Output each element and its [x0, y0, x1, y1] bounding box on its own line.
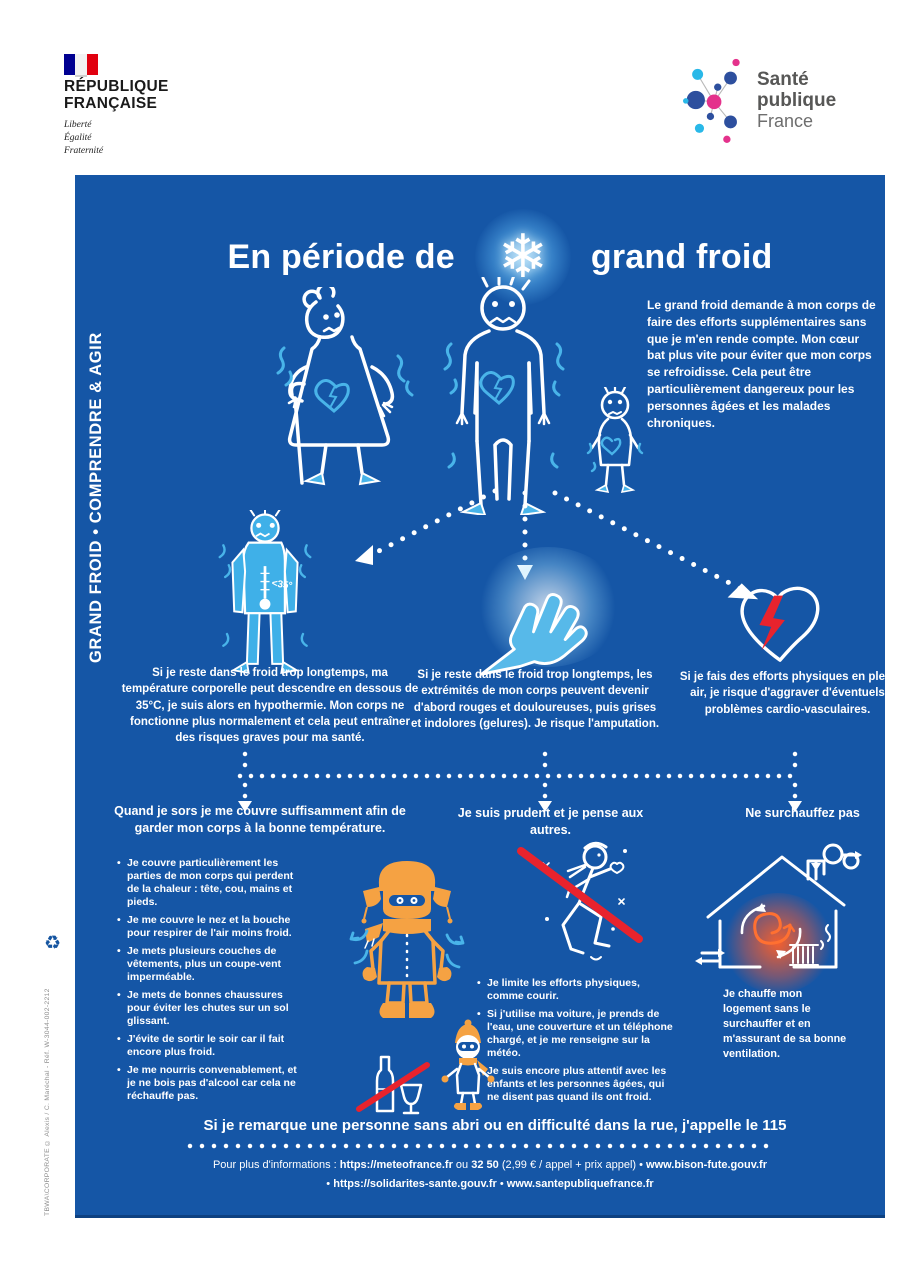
advice-prudent-heading: Je suis prudent et je pense aux autres. [457, 806, 644, 837]
footer-info-line2: • https://solidarites-sante.gouv.fr • ww… [105, 1178, 875, 1190]
thermometer-label: <35° [271, 578, 293, 592]
bullet-item: Je mets plusieurs couches de vêtements, … [117, 945, 305, 984]
title-right: grand froid [590, 237, 773, 276]
info-label: Pour plus d'informations : [212, 1159, 340, 1171]
spf-url: www.santepubliquefrance.fr [506, 1178, 654, 1190]
motto-liberte: Liberté [64, 120, 92, 131]
no-running-icon [517, 841, 643, 961]
spf-network-icon [683, 58, 740, 143]
bullet-item: J'évite de sortir le soir car il fait en… [117, 1033, 305, 1059]
bundled-child-illustration [441, 1019, 495, 1110]
spf-line1: Santé [757, 68, 809, 90]
spf-line2: publique [757, 89, 837, 111]
bullet-item: Je suis encore plus attentif avec les en… [477, 1065, 677, 1104]
solidarites-url: https://solidarites-sante.gouv.fr [333, 1178, 497, 1190]
meteofrance-url: https://meteofrance.fr [339, 1159, 453, 1171]
emergency-115-text: Si je remarque une personne sans abri ou… [203, 1117, 787, 1134]
child-illustration [586, 387, 644, 494]
cardio-heart-icon [740, 586, 820, 662]
advice-cover-bullets: Je couvre particulièrement les parties d… [117, 857, 305, 1108]
bullet-item: Je mets de bonnes chaussures pour éviter… [117, 989, 305, 1028]
bullet-item: Je me couvre le nez et la bouche pour re… [117, 914, 305, 940]
sante-publique-france-logo: Santé publique France [683, 50, 883, 150]
republique-francaise-logo: RÉPUBLIQUE FRANÇAISE Liberté Égalité Fra… [64, 54, 234, 158]
info-bullet: • [326, 1178, 334, 1190]
spf-wordmark: Santé publique France [757, 69, 836, 132]
intro-text: Le grand froid demande à mon corps de fa… [647, 298, 876, 430]
snowflake-glyph: ❄ [497, 223, 549, 290]
bullet-item: Je me nourris convenablement, et je ne b… [117, 1064, 305, 1103]
poster-edge-label: GRAND FROID • COMPRENDRE & AGIR [87, 332, 105, 663]
frostbite-hand-icon [480, 593, 588, 676]
risk-frostbite-text: Si je reste dans le froid trop longtemps… [410, 669, 660, 730]
bundled-person-illustration [349, 861, 465, 1018]
motto-egalite: Égalité [64, 133, 92, 144]
hypothermia-person-icon: <35° [218, 510, 312, 675]
elderly-woman-illustration [276, 287, 414, 486]
spf-line3: France [757, 111, 814, 132]
dotted-divider [237, 751, 803, 812]
grand-froid-poster: GRAND FROID • COMPRENDRE & AGIR En pério… [75, 175, 895, 1218]
risk-cardio-text: Si je fais des efforts physiques en plei… [679, 671, 896, 716]
advice-overheat-text: Je chauffe mon logement sans le surchauf… [723, 988, 847, 1061]
agency-credit: TBWA\CORPORATE © Alexis / C. Maréchal - … [44, 988, 51, 1216]
info-separator: • [496, 1178, 507, 1190]
house-ventilation-illustration [695, 843, 862, 969]
advice-overheat-heading: Ne surchauffez pas [745, 806, 860, 820]
french-flag-icon [64, 54, 98, 77]
call-cost: (2,99 € / appel + prix appel) • [498, 1159, 647, 1171]
bullet-item: Je couvre particulièrement les parties d… [117, 857, 305, 909]
bullet-item: Je limite les efforts physiques, comme c… [477, 977, 677, 1003]
republique-line2: FRANÇAISE [64, 94, 158, 112]
bison-fute-url: www.bison-fute.gouv.fr [646, 1159, 768, 1171]
info-or: ou [452, 1159, 472, 1171]
recycle-icon: ♻ [44, 933, 62, 954]
footer-dotted-line [187, 1143, 773, 1149]
republique-name: RÉPUBLIQUE FRANÇAISE [64, 78, 234, 112]
advice-prudent-bullets: Je limite les efforts physiques, comme c… [477, 977, 677, 1109]
man-illustration [443, 277, 565, 515]
republique-line1: RÉPUBLIQUE [64, 78, 169, 95]
risk-hypothermia-text: Si je reste dans le froid trop longtemps… [121, 667, 419, 745]
phone-3250: 32 50 [471, 1159, 499, 1171]
title-left: En période de [227, 237, 455, 276]
motto-fraternite: Fraternité [64, 146, 104, 157]
republique-motto: Liberté Égalité Fraternité [64, 119, 234, 157]
advice-cover-heading: Quand je sors je me couvre suffisamment … [114, 804, 406, 835]
footer-info-line1: Pour plus d'informations : https://meteo… [105, 1159, 875, 1171]
no-alcohol-icon [356, 1055, 430, 1115]
bullet-item: Si j'utilise ma voiture, je prends de l'… [477, 1008, 677, 1060]
